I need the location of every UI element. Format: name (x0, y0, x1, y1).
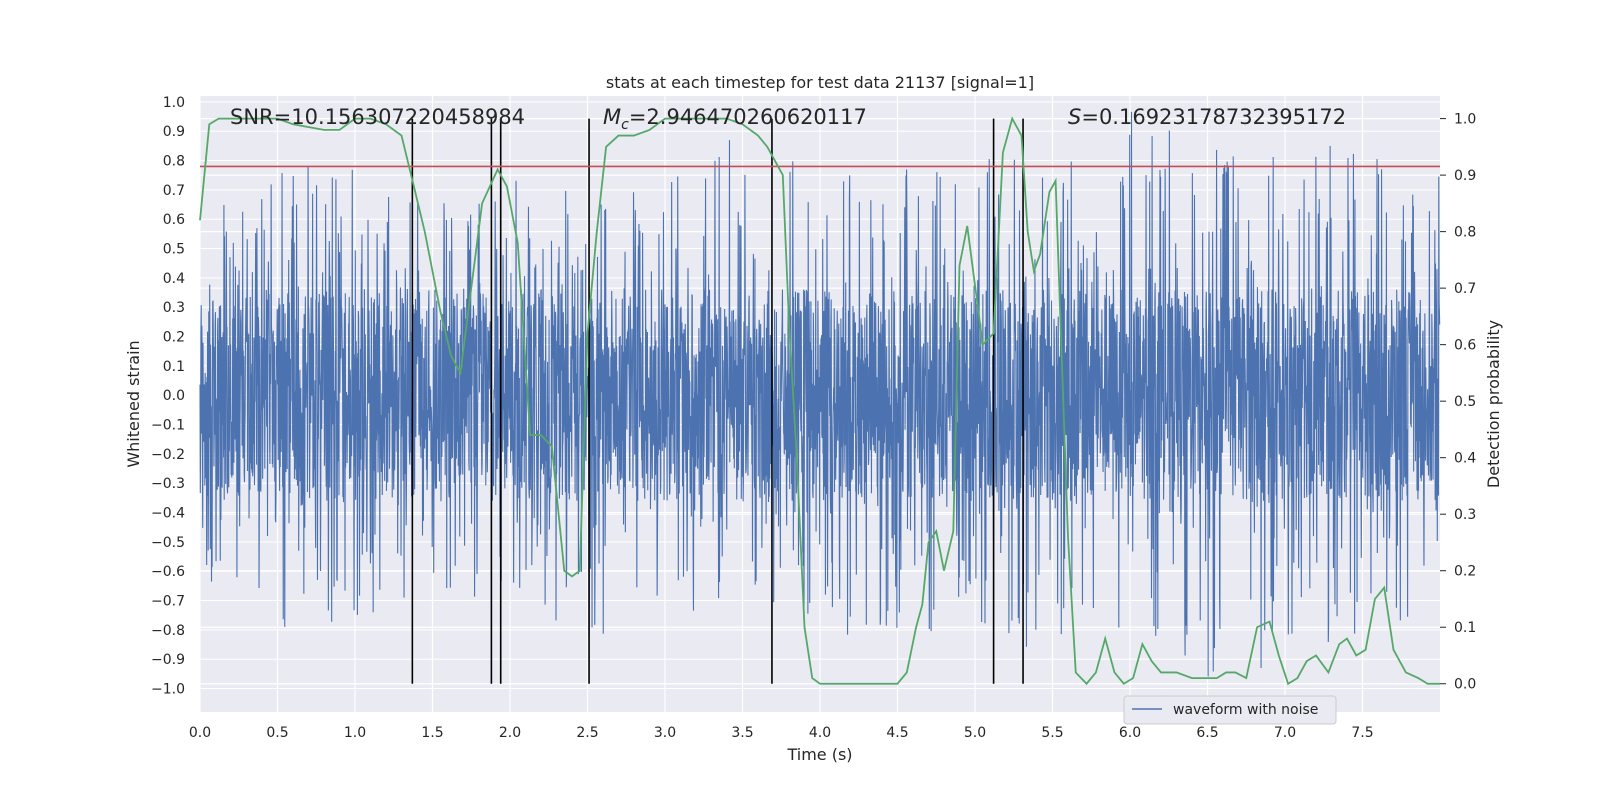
y-right-tick-label: 0.4 (1454, 451, 1476, 467)
waveform-series (199, 111, 1441, 677)
y-left-tick-label: 0.3 (163, 300, 185, 316)
y-left-tick-label: −0.3 (151, 476, 185, 492)
y-right-axis-label: Detection probability (1484, 320, 1503, 488)
y-left-tick-label: 1.0 (163, 95, 185, 111)
waveform-line (199, 111, 1441, 677)
x-tick-label: 1.0 (344, 725, 366, 741)
y-left-tick-labels: 1.0 0.9 0.8 0.7 0.6 0.5 0.4 0.3 0.2 0.1 0.0 −0.1 −0.… (151, 95, 185, 698)
x-tick-label: 7.5 (1351, 725, 1373, 741)
y-left-tick-label: 0.0 (163, 388, 185, 404)
y-right-tick-label: 1.0 (1454, 112, 1476, 128)
spin-symbol: S (1068, 105, 1081, 129)
y-left-tick-label: 0.1 (163, 359, 185, 375)
y-right-tick-label: 0.0 (1454, 677, 1476, 693)
spin-value: =0.16923178732395172 (1081, 105, 1346, 129)
y-left-tick-label: 0.4 (163, 271, 185, 287)
y-left-tick-label: −0.4 (151, 506, 185, 522)
x-axis-label: Time (s) (786, 745, 852, 764)
chart-title: stats at each timestep for test data 211… (606, 73, 1034, 92)
x-tick-label: 2.0 (499, 725, 521, 741)
y-right-tick-label: 0.1 (1454, 620, 1476, 636)
x-tick-label: 0.5 (266, 725, 288, 741)
y-left-tick-label: 0.7 (163, 183, 185, 199)
chirp-mass-value: =2.946470260620117 (629, 105, 867, 129)
y-right-tick-label: 0.3 (1454, 507, 1476, 523)
x-tick-label: 4.5 (886, 725, 908, 741)
x-tick-label: 3.0 (654, 725, 676, 741)
y-right-tick-label: 0.9 (1454, 168, 1476, 184)
y-left-tick-label: 0.2 (163, 330, 185, 346)
x-tick-label: 5.5 (1041, 725, 1063, 741)
y-left-tick-label: −0.5 (151, 535, 185, 551)
probability-line (199, 116, 1440, 686)
chirp-mass-symbol: M (603, 105, 621, 129)
snr-annotation: SNR=10.156307220458984 (230, 105, 525, 129)
y-right-tick-label: 0.5 (1454, 394, 1476, 410)
chirp-mass-annotation: Mc=2.946470260620117 (603, 105, 867, 133)
y-right-tick-label: 0.6 (1454, 338, 1476, 354)
y-right-tick-labels: 1.0 0.9 0.8 0.7 0.6 0.5 0.4 0.3 0.2 0.1 0.0 (1440, 112, 1476, 693)
x-tick-label: 0.0 (189, 725, 211, 741)
y-left-tick-label: 0.8 (163, 154, 185, 170)
x-tick-label: 3.5 (731, 725, 753, 741)
chirp-mass-subscript: c (621, 117, 629, 133)
y-left-tick-label: −1.0 (151, 682, 185, 698)
y-right-tick-label: 0.8 (1454, 225, 1476, 241)
legend: waveform with noise (1123, 695, 1337, 725)
x-tick-label: 6.0 (1119, 725, 1141, 741)
y-right-tick-label: 0.7 (1454, 281, 1476, 297)
x-tick-labels: 0.0 0.5 1.0 1.5 2.0 2.5 3.0 3.5 4.0 4.5 5.0 5.5 6.0 6… (189, 725, 1374, 741)
y-right-tick-label: 0.2 (1454, 564, 1476, 580)
y-left-tick-label: −0.8 (151, 623, 185, 639)
vertical-markers (411, 118, 1024, 684)
y-left-axis-label: Whitened strain (124, 340, 143, 467)
x-tick-label: 5.0 (964, 725, 986, 741)
y-left-tick-label: −0.2 (151, 447, 185, 463)
x-tick-label: 2.5 (576, 725, 598, 741)
x-tick-label: 6.5 (1196, 725, 1218, 741)
y-left-tick-label: −0.7 (151, 594, 185, 610)
y-left-tick-label: 0.6 (163, 212, 185, 228)
x-tick-label: 1.5 (421, 725, 443, 741)
x-tick-label: 4.0 (809, 725, 831, 741)
spin-annotation: S=0.16923178732395172 (1068, 105, 1346, 129)
legend-box (1123, 695, 1337, 725)
y-left-tick-label: 0.5 (163, 242, 185, 258)
y-left-tick-label: −0.1 (151, 418, 185, 434)
probability-series (199, 116, 1440, 686)
y-left-tick-label: −0.6 (151, 564, 185, 580)
y-left-tick-label: −0.9 (151, 652, 185, 668)
x-tick-label: 7.0 (1274, 725, 1296, 741)
legend-label-waveform: waveform with noise (1173, 702, 1318, 718)
y-left-tick-label: 0.9 (163, 124, 185, 140)
